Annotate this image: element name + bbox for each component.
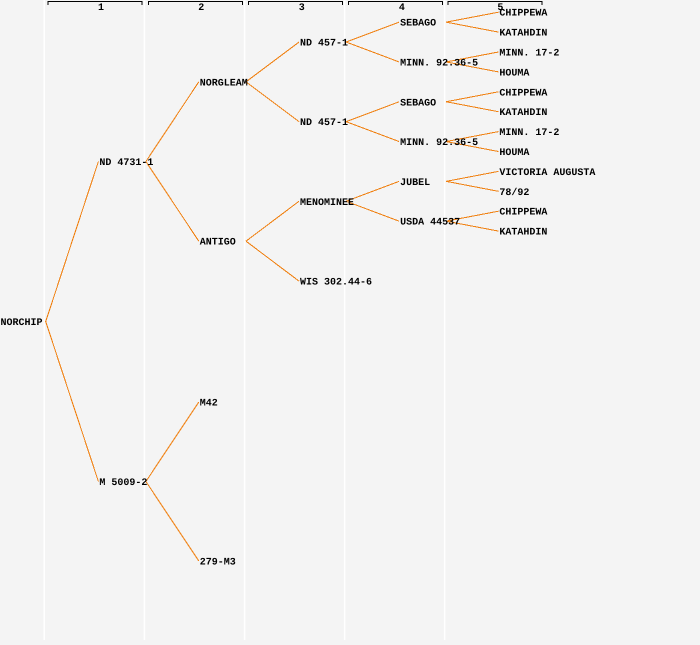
svg-text:NORCHIP: NORCHIP — [1, 318, 43, 329]
svg-text:NORGLEAM: NORGLEAM — [200, 78, 248, 89]
svg-text:MINN. 92.36-5: MINN. 92.36-5 — [400, 58, 478, 69]
svg-text:CHIPPEWA: CHIPPEWA — [499, 88, 547, 99]
svg-text:MINN. 17-2: MINN. 17-2 — [499, 128, 559, 139]
svg-text:CHIPPEWA: CHIPPEWA — [499, 208, 547, 219]
svg-text:JUBEL: JUBEL — [400, 178, 430, 189]
svg-text:KATAHDIN: KATAHDIN — [499, 108, 547, 119]
svg-text:ND 4731-1: ND 4731-1 — [99, 158, 153, 169]
svg-text:M 5009-2: M 5009-2 — [99, 478, 147, 489]
svg-text:MINN. 92.36-5: MINN. 92.36-5 — [400, 138, 478, 149]
svg-text:ND 457-1: ND 457-1 — [300, 39, 348, 50]
svg-text:SEBAGO: SEBAGO — [400, 19, 436, 30]
svg-text:78/92: 78/92 — [499, 187, 529, 199]
svg-text:2: 2 — [198, 3, 204, 14]
svg-text:MINN. 17-2: MINN. 17-2 — [499, 49, 559, 60]
svg-text:5: 5 — [497, 3, 503, 14]
svg-text:USDA 44537: USDA 44537 — [400, 218, 460, 229]
svg-text:HOUMA: HOUMA — [499, 68, 529, 79]
svg-text:3: 3 — [299, 3, 305, 14]
svg-text:279-M3: 279-M3 — [200, 558, 236, 569]
svg-text:MENOMINEE: MENOMINEE — [300, 198, 354, 209]
svg-text:CHIPPEWA: CHIPPEWA — [499, 9, 547, 20]
svg-text:WIS 302.44-6: WIS 302.44-6 — [300, 278, 372, 289]
svg-text:KATAHDIN: KATAHDIN — [499, 228, 547, 239]
svg-text:ND 457-1: ND 457-1 — [300, 118, 348, 129]
svg-text:M42: M42 — [200, 399, 218, 410]
svg-text:ANTIGO: ANTIGO — [200, 238, 236, 249]
svg-text:1: 1 — [98, 3, 104, 14]
svg-text:HOUMA: HOUMA — [499, 148, 529, 159]
svg-text:SEBAGO: SEBAGO — [400, 98, 436, 109]
svg-text:4: 4 — [399, 3, 405, 14]
svg-text:VICTORIA AUGUSTA: VICTORIA AUGUSTA — [499, 168, 595, 179]
svg-text:KATAHDIN: KATAHDIN — [499, 29, 547, 40]
